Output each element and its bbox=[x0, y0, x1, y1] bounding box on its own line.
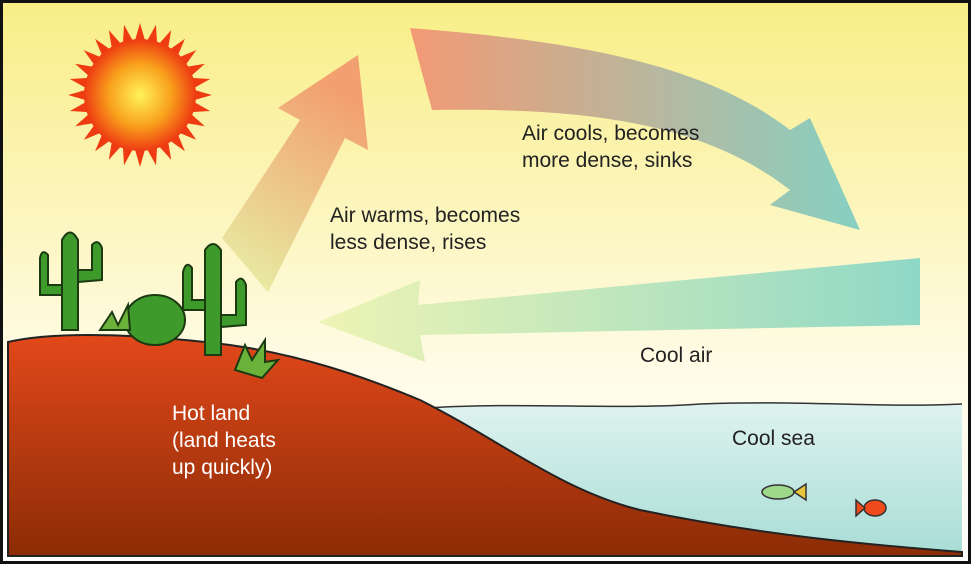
hot-land-label: up quickly) bbox=[172, 456, 272, 479]
rising-label: Air warms, becomes bbox=[330, 204, 520, 227]
hot-land-label: Hot land bbox=[172, 402, 250, 425]
rising-label: less dense, rises bbox=[330, 231, 486, 254]
cool-sea-label: Cool sea bbox=[732, 427, 815, 450]
sun-disc bbox=[84, 39, 196, 151]
sinking-label: more dense, sinks bbox=[522, 149, 692, 172]
cool-air-label: Cool air bbox=[640, 344, 712, 367]
hot-land-label: (land heats bbox=[172, 429, 276, 452]
sinking-label: Air cools, becomes bbox=[522, 122, 699, 145]
diagram: Air warms, becomes less dense, rises Air… bbox=[0, 0, 971, 564]
